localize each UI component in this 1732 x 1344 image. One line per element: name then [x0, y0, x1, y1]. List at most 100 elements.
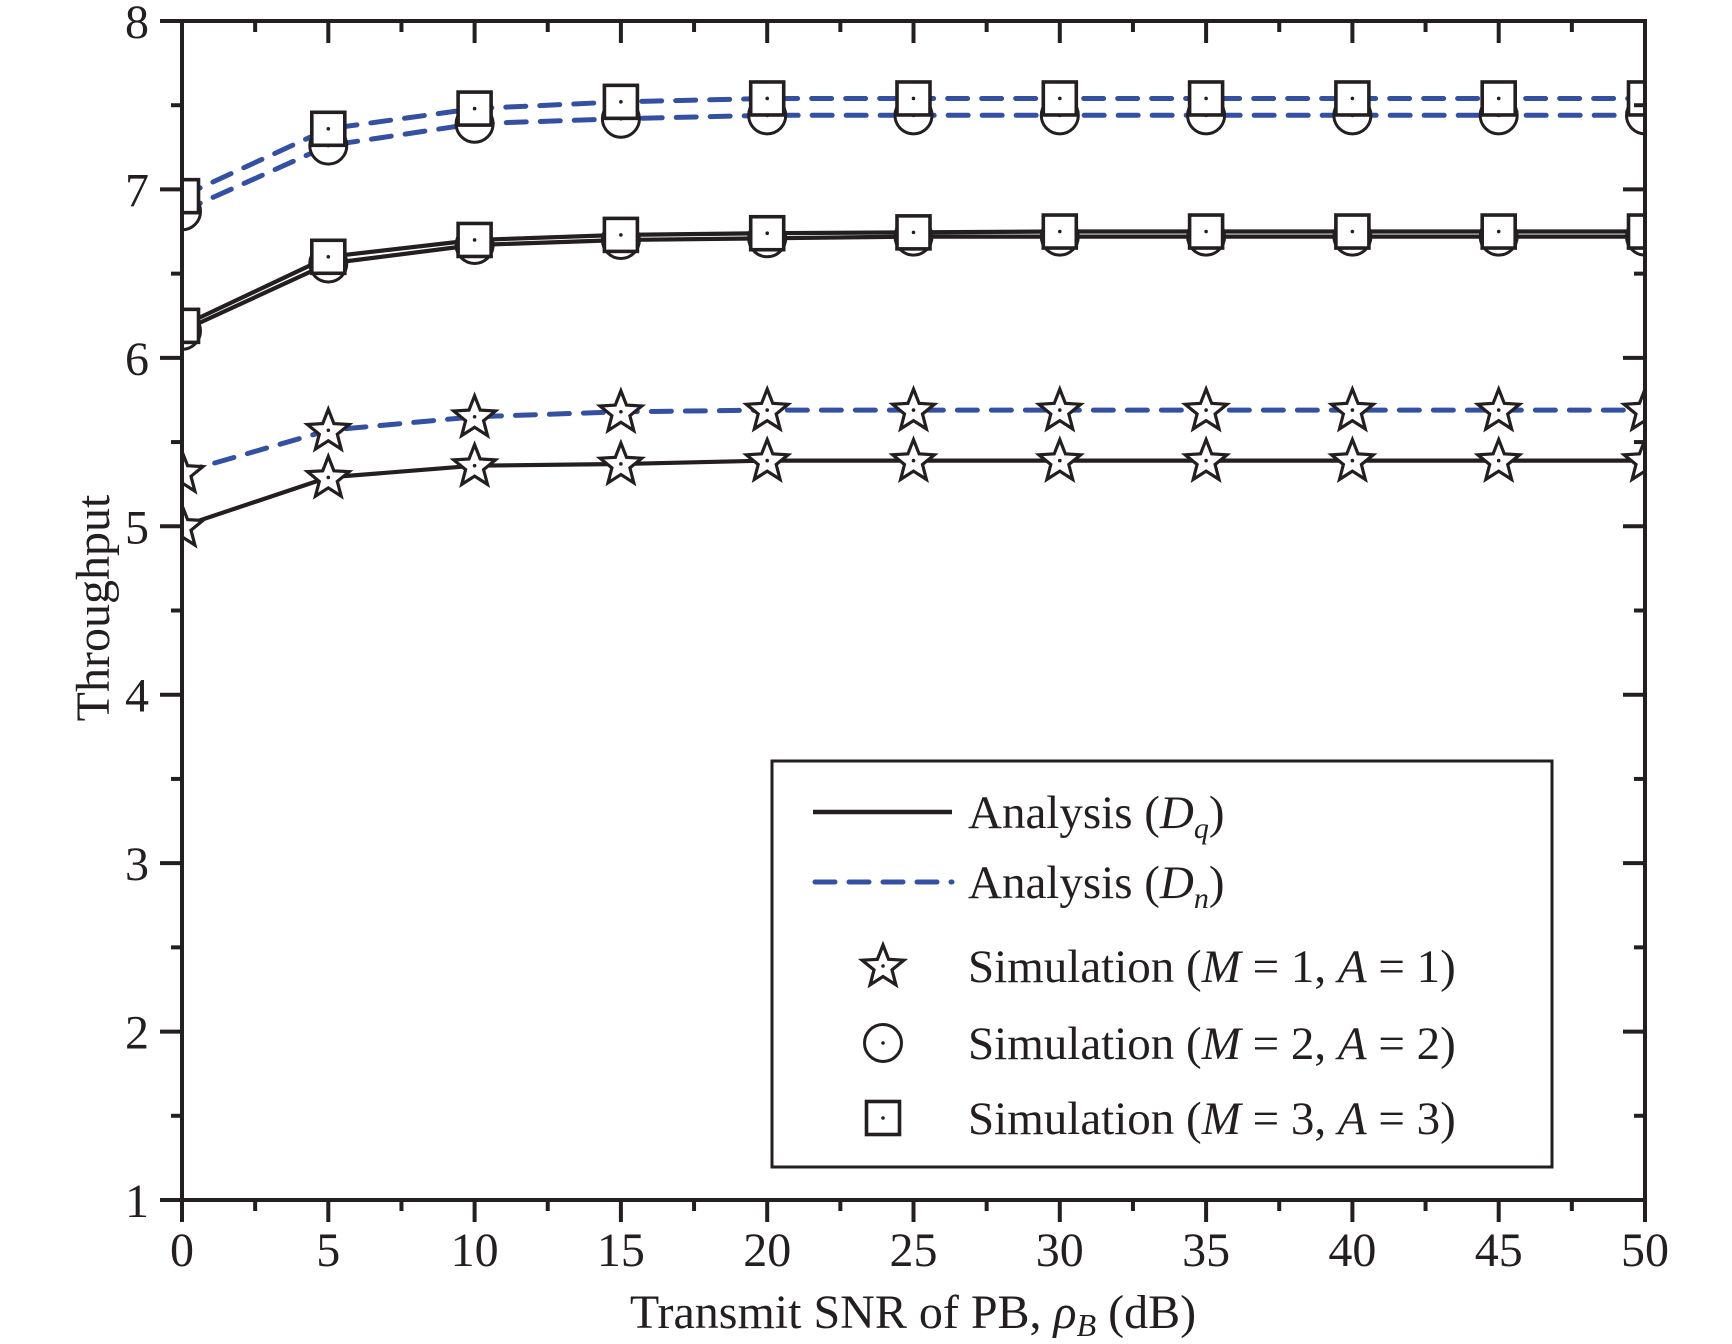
legend-entry-sim-m3: Simulation (M = 3, A = 3) — [864, 1093, 1456, 1145]
marker-center-dot — [326, 126, 331, 131]
data-point-square-s0-7 — [1187, 213, 1225, 250]
marker-center-dot — [911, 230, 916, 235]
legend-label-sim-m2: Simulation (M = 2, A = 2) — [968, 1018, 1456, 1070]
data-point-star-s2-5 — [888, 435, 939, 483]
data-point-square-s3-3 — [602, 83, 640, 121]
x-tick-label: 30 — [1036, 1224, 1084, 1277]
legend-label-analysis-dn: Analysis (Dn) — [968, 857, 1225, 915]
marker-center-dot — [1350, 96, 1355, 101]
square-marker-shape — [1626, 213, 1645, 250]
data-point-square-s0-1 — [309, 238, 347, 276]
marker-center-dot — [1496, 229, 1501, 234]
x-tick-label: 5 — [316, 1224, 340, 1277]
data-point-star-s5-1 — [303, 404, 354, 453]
marker-center-dot — [472, 106, 477, 111]
legend-entry-sim-m2: Simulation (M = 2, A = 2) — [863, 1018, 1456, 1070]
data-point-square-s3-9 — [1480, 80, 1517, 117]
data-point-star-s2-2 — [449, 440, 500, 488]
y-tick-label: 3 — [125, 838, 149, 891]
marker-center-dot — [765, 458, 769, 463]
marker-center-dot — [1058, 229, 1062, 234]
data-point-star-s2-1 — [303, 451, 354, 500]
data-point-square-s0-9 — [1480, 213, 1517, 250]
data-point-square-s3-1 — [309, 110, 347, 148]
marker-center-dot — [1496, 458, 1501, 463]
marker-center-dot — [881, 964, 885, 968]
marker-center-dot — [619, 100, 623, 104]
data-point-square-s3-4 — [748, 80, 786, 117]
data-point-square-s3-5 — [895, 80, 932, 117]
data-point-square-s3-8 — [1334, 80, 1371, 117]
x-tick-label: 35 — [1182, 1224, 1230, 1277]
legend-entry-sim-m1: Simulation (M = 1, A = 1) — [857, 940, 1456, 993]
star-marker-shape — [182, 500, 208, 549]
marker-center-dot — [326, 428, 331, 433]
data-point-square-s0-8 — [1334, 213, 1371, 250]
legend-circle-marker-icon — [863, 1023, 903, 1063]
legend-square-marker-icon — [864, 1099, 902, 1137]
y-tick-label: 2 — [125, 1007, 149, 1060]
marker-center-dot — [765, 231, 769, 236]
legend-label-analysis-dq: Analysis (Dq) — [968, 787, 1225, 845]
marker-center-dot — [1496, 408, 1501, 412]
data-point-square-s0-4 — [748, 214, 786, 252]
x-axis-title-subscript: B — [1077, 1307, 1097, 1343]
y-axis-title: Throughput — [67, 494, 120, 721]
marker-center-dot — [1058, 96, 1062, 101]
data-point-star-s2-8 — [1327, 435, 1378, 483]
legend-label-sim-m3: Simulation (M = 3, A = 3) — [968, 1093, 1456, 1145]
data-point-star-s2-4 — [742, 435, 793, 483]
data-point-star-s5-6 — [1034, 384, 1085, 433]
square-marker-shape — [1187, 213, 1225, 250]
star-marker-shape — [1619, 435, 1645, 483]
data-point-square-s0-2 — [456, 221, 493, 259]
marker-center-dot — [881, 1116, 885, 1120]
marker-center-dot — [1204, 229, 1208, 234]
marker-center-dot — [765, 408, 769, 412]
data-point-star-s5-7 — [1181, 384, 1232, 433]
data-point-star-s2-6 — [1034, 435, 1085, 483]
x-tick-label: 50 — [1621, 1224, 1669, 1277]
data-point-square-s0-3 — [602, 216, 640, 254]
square-marker-shape — [1041, 213, 1079, 250]
marker-center-dot — [881, 1041, 885, 1045]
x-axis-title-symbol: ρ — [1052, 1286, 1077, 1339]
marker-center-dot — [619, 409, 623, 414]
y-tick-label: 4 — [125, 670, 149, 723]
marker-center-dot — [1350, 408, 1355, 412]
legend-box — [770, 759, 1554, 1169]
star-marker-shape — [1619, 384, 1645, 433]
x-tick-label: 0 — [170, 1224, 194, 1277]
square-marker-shape — [1334, 213, 1371, 250]
x-axis-title-main: Transmit SNR of PB, — [630, 1286, 1054, 1339]
x-tick-label: 25 — [890, 1224, 938, 1277]
data-point-star-s2-9 — [1473, 435, 1524, 483]
data-point-square-s0-6 — [1041, 213, 1079, 250]
data-point-star-s5-3 — [595, 386, 646, 435]
square-marker-shape — [182, 177, 201, 215]
marker-center-dot — [911, 96, 916, 101]
y-tick-label: 7 — [125, 164, 149, 217]
series-line-5 — [182, 407, 1645, 475]
marker-center-dot — [619, 462, 623, 466]
marker-center-dot — [619, 233, 623, 237]
data-point-square-s3-6 — [1041, 80, 1079, 117]
data-point-star-s2-7 — [1181, 435, 1232, 483]
star-icon — [857, 940, 909, 989]
axes — [160, 19, 1647, 1222]
y-tick-label: 1 — [125, 1175, 149, 1228]
marker-center-dot — [765, 96, 769, 101]
x-tick-label: 10 — [451, 1224, 499, 1277]
marker-center-dot — [472, 238, 477, 242]
legend: Analysis (Dq) Analysis (Dn) Simulation (… — [770, 759, 1554, 1169]
data-point-square-s3-2 — [456, 90, 493, 127]
marker-center-dot — [472, 415, 477, 419]
legend-entry-analysis-dn: Analysis (Dn) — [812, 857, 1225, 915]
data-point-square-s3-7 — [1187, 80, 1225, 117]
x-tick-label: 15 — [597, 1224, 645, 1277]
data-point-square-s0-5 — [895, 214, 932, 251]
data-point-star-s5-8 — [1327, 384, 1378, 433]
marker-center-dot — [326, 254, 331, 259]
marker-center-dot — [911, 408, 916, 412]
x-tick-label: 45 — [1475, 1224, 1523, 1277]
